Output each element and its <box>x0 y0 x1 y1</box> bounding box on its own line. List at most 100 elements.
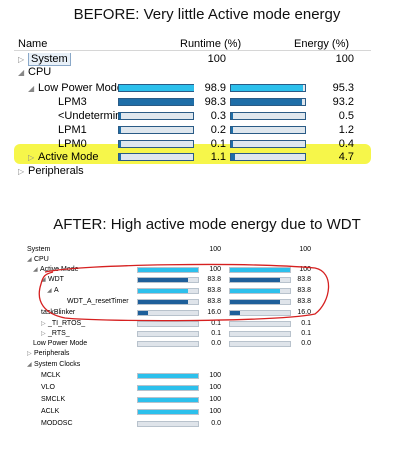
runtime-bar-fill <box>119 85 195 91</box>
row-label: ▷ Peripherals <box>27 349 69 359</box>
expand-arrow-icon[interactable]: ▷ <box>27 351 32 357</box>
energy-bar <box>230 126 306 134</box>
row-name: System <box>28 53 71 66</box>
table-row[interactable]: ▷ _RTS_ 0.1 0.1 <box>25 329 330 339</box>
runtime-value: 83.8 <box>207 287 221 294</box>
energy-bar <box>230 153 306 161</box>
table-row[interactable]: ◢ Active Mode 100 100 <box>25 265 330 275</box>
energy-bar <box>230 112 306 120</box>
table-row[interactable]: ◢ Low Power Mode 98.9 95.3 <box>14 82 371 95</box>
table-row[interactable]: ◢ CPU <box>14 66 371 79</box>
runtime-bar-fill <box>119 99 194 105</box>
energy-value: 83.8 <box>297 276 311 283</box>
runtime-value: 83.8 <box>207 276 221 283</box>
table-row[interactable]: ▷ Peripherals <box>25 349 330 359</box>
row-label: ◢ A <box>47 286 59 296</box>
column-header-runtime[interactable]: Runtime (%) <box>180 38 242 50</box>
collapse-arrow-icon[interactable]: ◢ <box>41 277 46 283</box>
runtime-bar-fill <box>138 410 198 414</box>
collapse-arrow-icon[interactable]: ◢ <box>27 257 32 263</box>
runtime-bar <box>118 112 194 120</box>
table-row[interactable]: LPM3 98.3 93.2 <box>14 96 371 109</box>
row-label: ▷ _TI_RTOS_ <box>41 319 85 329</box>
table-row[interactable]: System 100 100 <box>25 245 330 255</box>
row-name: Active Mode <box>40 266 79 273</box>
runtime-value: 0.1 <box>210 138 226 150</box>
expand-arrow-icon[interactable]: ▷ <box>41 331 46 337</box>
row-name: Active Mode <box>38 151 99 163</box>
runtime-bar-fill <box>119 141 121 147</box>
table-row[interactable]: ◢ CPU <box>25 255 330 265</box>
row-label: MCLK <box>41 371 60 381</box>
runtime-value: 0.3 <box>210 110 226 122</box>
table-row[interactable]: ◢ A 83.8 83.8 <box>25 286 330 296</box>
runtime-bar <box>118 98 194 106</box>
table-row[interactable]: <Undetermine 0.3 0.5 <box>14 110 371 123</box>
table-row[interactable]: ▷ Active Mode 1.1 4.7 <box>14 151 371 164</box>
runtime-value: 83.8 <box>207 298 221 305</box>
runtime-bar <box>137 421 199 427</box>
collapse-arrow-icon[interactable]: ◢ <box>33 267 38 273</box>
energy-value: 83.8 <box>297 287 311 294</box>
row-name: VLO <box>41 384 56 391</box>
energy-value: 16.0 <box>297 309 311 316</box>
table-row[interactable]: LPM0 0.1 0.4 <box>14 138 371 151</box>
expand-arrow-icon[interactable]: ▷ <box>28 153 35 162</box>
runtime-bar-fill <box>138 311 148 315</box>
row-name: <Undetermine <box>58 110 118 122</box>
energy-value: 83.8 <box>297 298 311 305</box>
runtime-bar <box>137 331 199 337</box>
collapse-arrow-icon[interactable]: ◢ <box>28 84 35 93</box>
runtime-bar-fill <box>119 154 121 160</box>
table-row[interactable]: LPM1 0.2 1.2 <box>14 124 371 137</box>
table-row[interactable]: WDT_A_resetTimer 83.8 83.8 <box>25 297 330 307</box>
row-label: LPM0 <box>48 138 118 151</box>
collapse-arrow-icon[interactable]: ◢ <box>18 68 25 77</box>
runtime-value: 0.1 <box>211 320 221 327</box>
table-row[interactable]: ▷ System 100 100 <box>14 53 371 66</box>
table-row[interactable]: MODOSC 0.0 <box>25 419 330 429</box>
table-row[interactable]: MCLK 100 <box>25 371 330 381</box>
row-name: A <box>54 287 59 294</box>
collapse-arrow-icon[interactable]: ◢ <box>47 288 52 294</box>
table-header: Name Runtime (%) Energy (%) <box>14 38 371 51</box>
row-label: ◢ Low Power Mode <box>28 82 118 95</box>
table-row[interactable]: ◢ WDT 83.8 83.8 <box>25 275 330 285</box>
runtime-bar <box>137 277 199 283</box>
table-row[interactable]: ▷ _TI_RTOS_ 0.1 0.1 <box>25 319 330 329</box>
energy-bar <box>229 341 291 347</box>
column-header-energy[interactable]: Energy (%) <box>294 38 350 50</box>
row-label: ◢ CPU <box>18 66 118 79</box>
table-row[interactable]: ▷ Peripherals <box>14 165 371 178</box>
expand-arrow-icon[interactable]: ▷ <box>18 167 25 176</box>
row-name: MCLK <box>41 372 61 379</box>
runtime-value: 100 <box>209 396 221 403</box>
column-header-name[interactable]: Name <box>18 38 48 50</box>
table-row[interactable]: VLO 100 <box>25 383 330 393</box>
runtime-value: 1.1 <box>210 151 226 163</box>
collapse-arrow-icon[interactable]: ◢ <box>27 362 32 368</box>
table-row[interactable]: taskBlinker 16.0 16.0 <box>25 308 330 318</box>
row-name: MODOSC <box>41 420 73 427</box>
row-label: System <box>27 245 50 255</box>
runtime-bar <box>137 385 199 391</box>
runtime-bar-fill <box>138 386 198 390</box>
runtime-bar <box>118 153 194 161</box>
row-label: VLO <box>41 383 55 393</box>
table-row[interactable]: SMCLK 100 <box>25 395 330 405</box>
runtime-bar <box>137 341 199 347</box>
expand-arrow-icon[interactable]: ▷ <box>41 321 46 327</box>
table-row[interactable]: Low Power Mode 0.0 0.0 <box>25 339 330 349</box>
row-name: LPM0 <box>58 138 87 150</box>
row-name: System Clocks <box>34 361 81 368</box>
table-row[interactable]: ACLK 100 <box>25 407 330 417</box>
energy-bar-fill <box>231 127 233 133</box>
runtime-value: 0.0 <box>211 340 221 347</box>
table-row[interactable]: ◢ System Clocks <box>25 360 330 370</box>
row-name: _RTS_ <box>48 330 70 337</box>
expand-arrow-icon[interactable]: ▷ <box>18 55 25 64</box>
runtime-value: 100 <box>209 372 221 379</box>
row-name: CPU <box>34 256 49 263</box>
row-name: CPU <box>28 66 52 78</box>
row-label: LPM3 <box>48 96 118 109</box>
